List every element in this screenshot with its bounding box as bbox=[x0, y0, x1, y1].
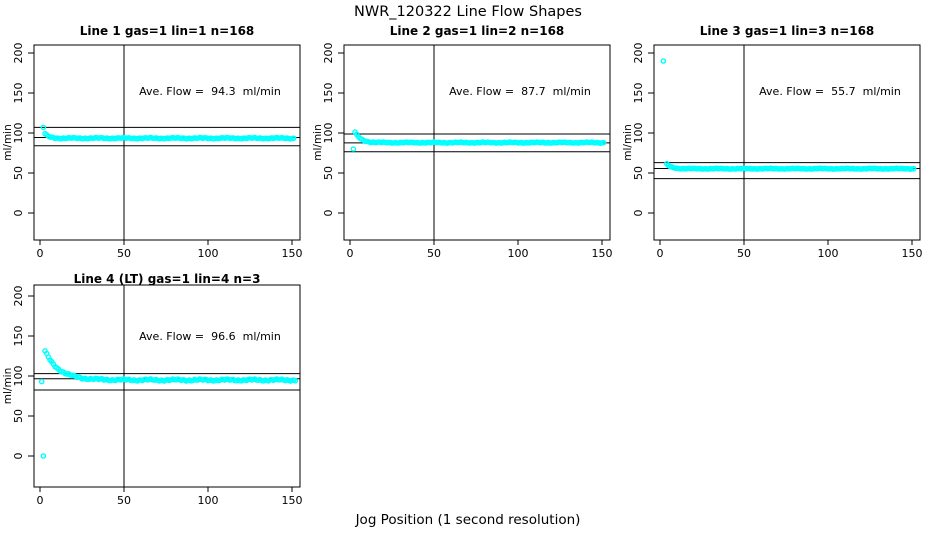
y-tick-label: 200 bbox=[632, 43, 645, 64]
x-tick-label: 50 bbox=[117, 494, 131, 507]
data-points bbox=[350, 129, 607, 152]
y-tick-label: 100 bbox=[12, 366, 25, 387]
y-tick-label: 0 bbox=[322, 210, 335, 217]
data-point bbox=[38, 378, 45, 385]
x-tick-label: 0 bbox=[657, 247, 664, 260]
y-tick-label: 50 bbox=[632, 166, 645, 180]
ave-flow-annotation: Ave. Flow = 94.3 ml/min bbox=[139, 85, 281, 98]
plot-box bbox=[33, 44, 301, 241]
x-tick-label: 150 bbox=[902, 247, 923, 260]
ave-flow-annotation: Ave. Flow = 87.7 ml/min bbox=[449, 85, 591, 98]
x-tick-label: 50 bbox=[737, 247, 751, 260]
panel-title: Line 4 (LT) gas=1 lin=4 n=3 bbox=[73, 272, 261, 286]
x-tick-label: 0 bbox=[37, 247, 44, 260]
y-axis: 0 50 100 150 200 bbox=[632, 43, 654, 217]
y-axis: 0 50 100 150 200 bbox=[12, 43, 34, 217]
plot-area-line-2: 0 50 100 150 0 50 100 150 200 ml/min bbox=[312, 43, 613, 261]
reference-lines bbox=[654, 45, 920, 240]
plot-box bbox=[653, 44, 921, 241]
y-tick-label: 0 bbox=[12, 453, 25, 460]
figure-title: NWR_120322 Line Flow Shapes bbox=[354, 4, 582, 20]
x-tick-label: 50 bbox=[117, 247, 131, 260]
panel-line-1: 0 50 100 150 0 50 100 150 200 ml/min Line 1 gas=1… bbox=[0, 22, 312, 270]
panel-title: Line 1 gas=1 lin=1 n=168 bbox=[79, 24, 255, 38]
y-tick-label: 100 bbox=[12, 123, 25, 144]
y-tick-label: 50 bbox=[322, 166, 335, 180]
panel-line-3: 0 50 100 150 0 50 100 150 200 ml/min Line 3 gas=1… bbox=[620, 22, 932, 270]
y-tick-label: 200 bbox=[322, 43, 335, 64]
panel-title: Line 2 gas=1 lin=2 n=168 bbox=[389, 24, 565, 38]
y-tick-label: 50 bbox=[12, 166, 25, 180]
x-tick-label: 0 bbox=[347, 247, 354, 260]
y-tick-label: 150 bbox=[12, 83, 25, 104]
panel-line-2: 0 50 100 150 0 50 100 150 200 ml/min Line 2 gas=1… bbox=[310, 22, 622, 270]
x-axis-label: Jog Position (1 second resolution) bbox=[355, 512, 581, 528]
x-axis: 0 50 100 150 bbox=[347, 240, 613, 260]
y-axis-unit-label: ml/min bbox=[622, 124, 634, 160]
plot-area-line-4: 0 50 100 150 0 50 100 150 200 ml/min bbox=[2, 284, 303, 507]
panel-line-4: 0 50 100 150 0 50 100 150 200 ml/min Line 4 (LT) … bbox=[0, 272, 312, 524]
y-tick-label: 50 bbox=[12, 409, 25, 423]
data-point bbox=[600, 139, 607, 146]
data-point bbox=[660, 58, 667, 64]
data-point bbox=[292, 377, 299, 384]
reference-lines bbox=[34, 45, 300, 240]
y-tick-label: 200 bbox=[12, 286, 25, 307]
y-tick-label: 100 bbox=[322, 123, 335, 144]
x-tick-label: 100 bbox=[508, 247, 529, 260]
data-point bbox=[350, 146, 357, 152]
plot-box bbox=[343, 44, 611, 241]
y-tick-label: 150 bbox=[632, 83, 645, 104]
x-tick-label: 150 bbox=[592, 247, 613, 260]
x-tick-label: 0 bbox=[37, 494, 44, 507]
plot-area-line-1: 0 50 100 150 0 50 100 150 200 ml/min bbox=[2, 43, 303, 261]
x-tick-label: 150 bbox=[282, 247, 303, 260]
x-axis: 0 50 100 150 bbox=[37, 240, 303, 260]
data-point bbox=[40, 124, 47, 131]
y-axis-unit-label: ml/min bbox=[312, 124, 324, 160]
data-points bbox=[38, 348, 299, 459]
y-tick-label: 100 bbox=[632, 123, 645, 144]
y-axis: 0 50 100 150 200 bbox=[12, 286, 34, 460]
x-tick-label: 100 bbox=[198, 494, 219, 507]
y-tick-label: 0 bbox=[12, 210, 25, 217]
ave-flow-annotation: Ave. Flow = 55.7 ml/min bbox=[759, 85, 901, 98]
x-tick-label: 100 bbox=[198, 247, 219, 260]
x-tick-label: 100 bbox=[818, 247, 839, 260]
data-points bbox=[660, 58, 917, 172]
ave-flow-annotation: Ave. Flow = 96.6 ml/min bbox=[139, 330, 281, 343]
reference-lines bbox=[34, 285, 300, 487]
data-point bbox=[40, 453, 47, 459]
y-tick-label: 150 bbox=[12, 326, 25, 347]
x-axis: 0 50 100 150 bbox=[37, 487, 303, 507]
data-points bbox=[40, 124, 297, 142]
plot-box bbox=[33, 284, 301, 488]
x-axis: 0 50 100 150 bbox=[657, 240, 923, 260]
panel-title: Line 3 gas=1 lin=3 n=168 bbox=[699, 24, 875, 38]
y-axis-unit-label: ml/min bbox=[2, 124, 14, 160]
y-axis: 0 50 100 150 200 bbox=[322, 43, 344, 217]
data-point bbox=[910, 165, 917, 172]
y-tick-label: 200 bbox=[12, 43, 25, 64]
x-tick-label: 50 bbox=[427, 247, 441, 260]
y-tick-label: 0 bbox=[632, 210, 645, 217]
y-tick-label: 150 bbox=[322, 83, 335, 104]
plot-area-line-3: 0 50 100 150 0 50 100 150 200 ml/min bbox=[622, 43, 923, 261]
data-point bbox=[290, 135, 297, 142]
x-tick-label: 150 bbox=[282, 494, 303, 507]
y-axis-unit-label: ml/min bbox=[2, 368, 14, 404]
